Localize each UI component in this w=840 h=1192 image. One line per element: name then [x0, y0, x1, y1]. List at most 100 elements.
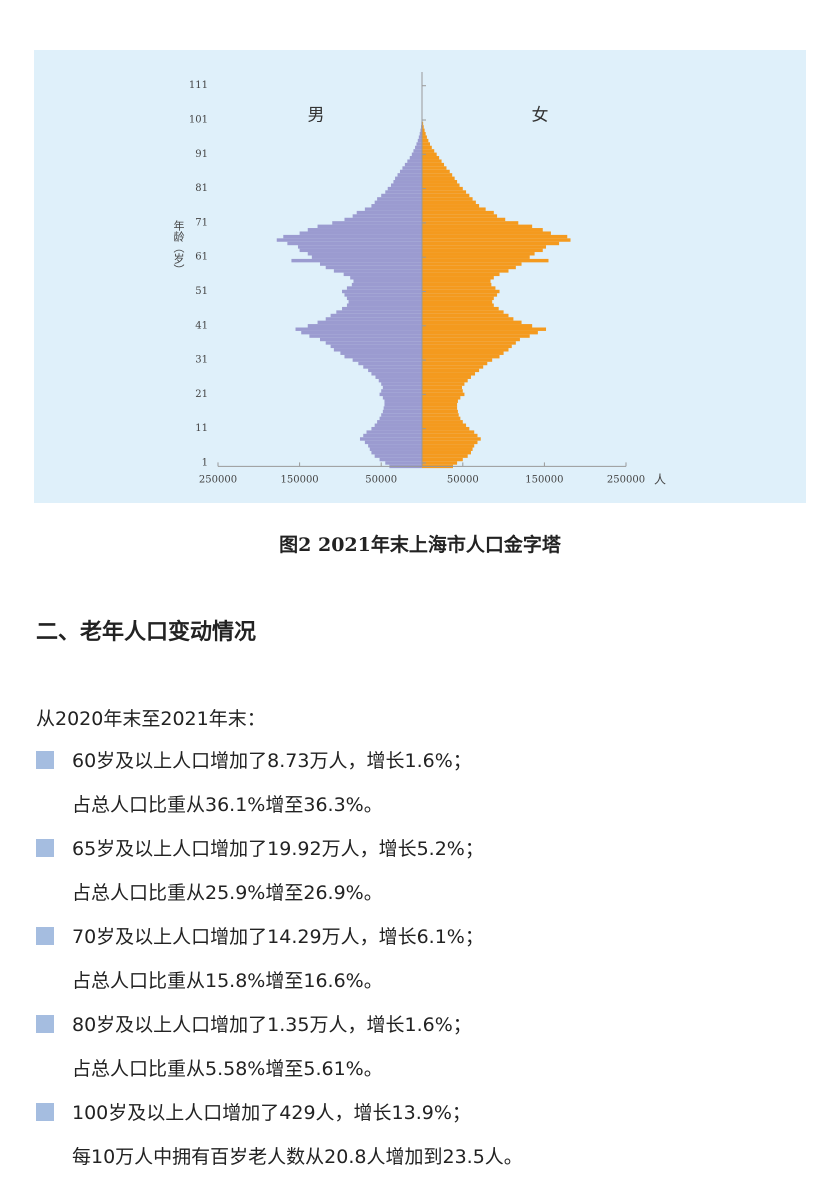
female-bar [422, 389, 463, 393]
male-bar [378, 378, 422, 383]
female-bar [422, 430, 475, 434]
male-bar [407, 159, 422, 163]
legend-female: 女 [532, 106, 549, 126]
female-bar [422, 197, 473, 201]
female-bar [422, 234, 568, 239]
female-bar [422, 200, 476, 205]
female-bar [422, 368, 480, 373]
male-bar [320, 262, 422, 266]
female-bar [422, 409, 458, 414]
x-axis-unit: 人 [654, 473, 666, 487]
male-bar [382, 385, 422, 390]
male-bar [276, 238, 422, 242]
female-bar [422, 327, 547, 331]
x-tick-label: 50000 [365, 475, 397, 486]
male-bar [363, 433, 422, 438]
male-bar [353, 279, 422, 283]
male-bar [344, 217, 422, 222]
y-tick-label: 41 [195, 320, 208, 331]
item-line2: 每10万人中拥有百岁老人数从20.8人增加到23.5人。 [72, 1146, 523, 1168]
male-bar [371, 372, 422, 376]
y-tick-label: 51 [195, 286, 208, 297]
female-bar [422, 166, 447, 170]
male-bar [385, 461, 422, 465]
male-bar [287, 241, 422, 246]
female-bar [422, 132, 426, 136]
female-bar [422, 162, 445, 167]
male-bar [402, 166, 422, 170]
male-bar [325, 265, 422, 270]
female-bar [422, 348, 509, 352]
male-bar [325, 317, 422, 321]
male-bar [358, 361, 422, 366]
female-bar [422, 138, 429, 143]
y-tick-label: 21 [195, 389, 208, 400]
male-bar [374, 423, 422, 427]
female-bar [422, 238, 571, 242]
female-bar [422, 385, 462, 390]
male-bar [342, 306, 422, 311]
male-bar [283, 234, 422, 239]
female-bar [422, 272, 500, 277]
male-bar [301, 330, 422, 335]
female-bar [422, 183, 460, 187]
x-tick-label: 150000 [281, 475, 319, 486]
female-bar [422, 358, 493, 362]
intro-text: 从2020年末至2021年末： [36, 708, 266, 730]
male-bar [295, 327, 422, 331]
female-bar [422, 258, 549, 263]
x-tick-label: 250000 [607, 475, 645, 486]
male-bar [336, 310, 422, 314]
female-bar [422, 255, 530, 259]
male-bar [346, 303, 422, 307]
male-bar [377, 420, 422, 424]
male-bar [381, 389, 422, 393]
female-bar [422, 399, 458, 403]
item-line2: 占总人口比重从25.9%增至26.9%。 [72, 882, 383, 904]
y-tick-label: 31 [195, 355, 208, 366]
female-bar [422, 313, 509, 318]
male-bar [309, 334, 422, 338]
female-bar [422, 433, 478, 438]
male-bar [371, 204, 422, 208]
female-bar [422, 324, 533, 328]
y-tick-label: 11 [195, 423, 208, 434]
female-bar [422, 276, 494, 280]
male-bar [344, 354, 422, 359]
female-bar [422, 125, 424, 129]
male-bar [382, 409, 422, 414]
male-bar [393, 180, 422, 184]
female-bar [422, 149, 435, 153]
female-bar [422, 156, 440, 160]
female-bar [422, 152, 437, 157]
male-bar [390, 183, 422, 187]
male-bar [371, 450, 422, 455]
female-bar [422, 269, 509, 273]
female-bar [422, 262, 522, 266]
male-bar [399, 169, 422, 174]
item-line2: 占总人口比重从5.58%增至5.61%。 [72, 1058, 383, 1080]
male-bar [325, 341, 422, 345]
male-bar [382, 396, 422, 400]
male-bar [381, 413, 422, 417]
female-bar [422, 341, 516, 345]
female-bar [422, 248, 543, 253]
female-bar [422, 300, 493, 304]
female-bar [422, 426, 470, 431]
male-bar [417, 138, 422, 143]
female-bar [422, 224, 533, 229]
female-bar [422, 279, 491, 283]
female-bar [422, 378, 468, 383]
item-line1: 65岁及以上人口增加了19.92万人，增长5.2%； [72, 838, 484, 860]
female-bar [422, 344, 512, 349]
male-bar [395, 176, 422, 181]
female-bar [422, 265, 516, 270]
female-bar [422, 252, 535, 256]
bullet-square [36, 1103, 54, 1121]
male-bar [366, 430, 422, 434]
male-bar [379, 392, 422, 397]
male-bar [299, 248, 422, 253]
male-bar [374, 200, 422, 205]
female-bar [422, 406, 458, 410]
legend-male: 男 [308, 106, 325, 126]
